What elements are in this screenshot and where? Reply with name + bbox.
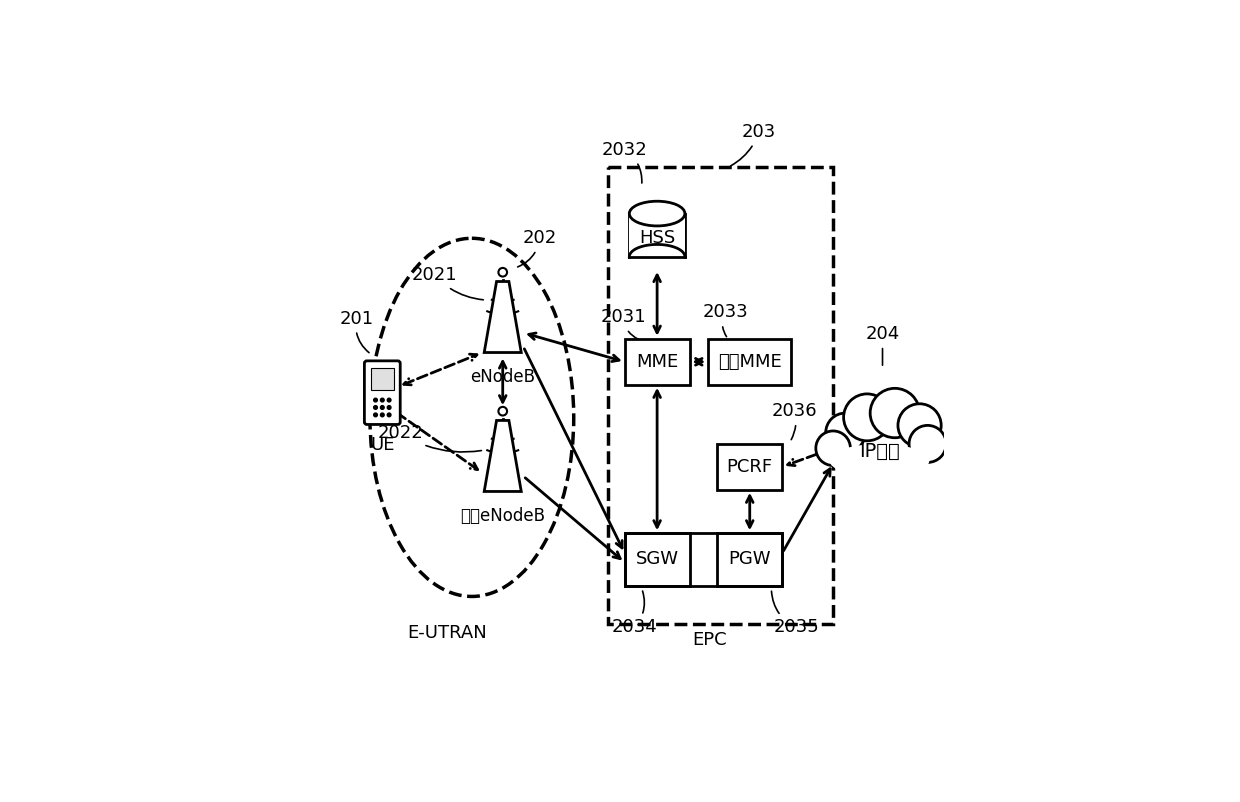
Circle shape xyxy=(816,431,851,465)
Text: MME: MME xyxy=(636,353,678,371)
Text: UE: UE xyxy=(370,435,394,454)
Text: 203: 203 xyxy=(730,123,776,166)
Circle shape xyxy=(826,413,866,452)
Ellipse shape xyxy=(830,444,929,477)
Text: PCRF: PCRF xyxy=(727,458,773,476)
Ellipse shape xyxy=(825,415,935,470)
Circle shape xyxy=(381,406,384,409)
Circle shape xyxy=(373,406,377,409)
Text: 2033: 2033 xyxy=(702,303,748,337)
Text: 2036: 2036 xyxy=(773,402,817,439)
Circle shape xyxy=(387,406,391,409)
FancyBboxPatch shape xyxy=(625,533,689,585)
Text: eNodeB: eNodeB xyxy=(470,368,536,386)
Text: 2031: 2031 xyxy=(600,308,646,339)
Text: 2034: 2034 xyxy=(611,591,657,636)
Text: 204: 204 xyxy=(866,325,900,365)
Circle shape xyxy=(498,268,507,277)
Text: 2022: 2022 xyxy=(378,423,481,452)
Circle shape xyxy=(373,413,377,417)
Circle shape xyxy=(498,407,507,415)
Text: 202: 202 xyxy=(517,229,557,267)
Text: 2032: 2032 xyxy=(601,141,647,183)
Circle shape xyxy=(381,399,384,402)
Ellipse shape xyxy=(630,201,684,226)
FancyBboxPatch shape xyxy=(717,533,782,585)
Circle shape xyxy=(387,399,391,402)
Text: 201: 201 xyxy=(340,310,373,353)
Text: HSS: HSS xyxy=(639,229,676,247)
FancyBboxPatch shape xyxy=(717,444,782,490)
Text: EPC: EPC xyxy=(692,630,727,649)
Circle shape xyxy=(373,399,377,402)
Text: E-UTRAN: E-UTRAN xyxy=(407,625,487,642)
Text: 其它eNodeB: 其它eNodeB xyxy=(460,507,546,525)
Text: 2021: 2021 xyxy=(412,266,484,300)
Text: SGW: SGW xyxy=(636,550,678,569)
Text: PGW: PGW xyxy=(728,550,771,569)
Circle shape xyxy=(381,413,384,417)
FancyBboxPatch shape xyxy=(625,338,689,385)
Text: 2035: 2035 xyxy=(771,591,818,636)
Circle shape xyxy=(909,425,946,463)
FancyBboxPatch shape xyxy=(365,361,401,424)
Circle shape xyxy=(387,413,391,417)
Circle shape xyxy=(898,403,941,447)
Text: 其它MME: 其它MME xyxy=(718,353,781,371)
FancyBboxPatch shape xyxy=(371,368,394,390)
Circle shape xyxy=(870,388,920,438)
Polygon shape xyxy=(484,282,521,353)
FancyBboxPatch shape xyxy=(630,213,684,257)
Polygon shape xyxy=(484,420,521,492)
Text: IP业务: IP业务 xyxy=(859,442,900,461)
FancyBboxPatch shape xyxy=(708,338,791,385)
Circle shape xyxy=(843,394,890,441)
